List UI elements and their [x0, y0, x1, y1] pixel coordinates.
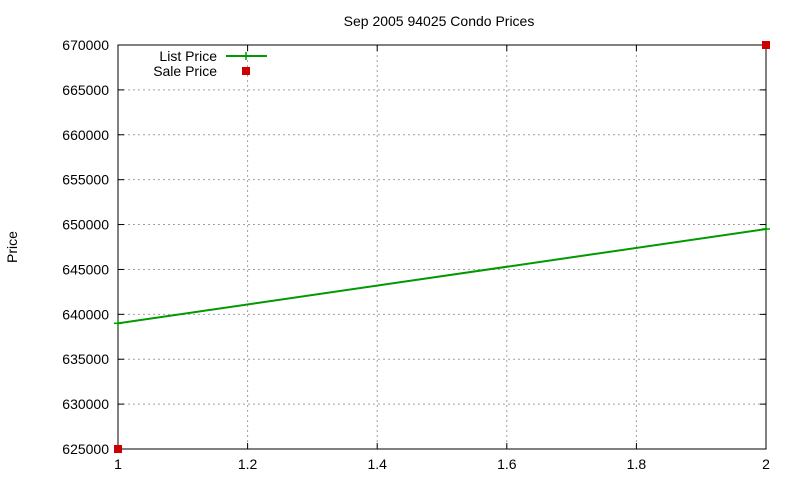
x-tick-label: 1.8 [627, 456, 647, 472]
x-tick-label: 1 [114, 456, 122, 472]
legend-plus-marker [242, 52, 250, 60]
x-tick-label: 1.4 [367, 456, 387, 472]
y-tick-label: 630000 [62, 396, 109, 412]
sale-price-point [114, 445, 122, 453]
list-price-point [762, 225, 770, 234]
y-tick-label: 665000 [62, 82, 109, 98]
series [114, 41, 770, 453]
legend-label: Sale Price [153, 63, 217, 79]
y-tick-label: 635000 [62, 351, 109, 367]
y-tick-label: 670000 [62, 37, 109, 53]
x-tick-label: 1.6 [497, 456, 517, 472]
y-tick-label: 660000 [62, 127, 109, 143]
y-tick-label: 645000 [62, 261, 109, 277]
grid [118, 45, 766, 449]
y-tick-label: 655000 [62, 172, 109, 188]
y-tick-label: 640000 [62, 306, 109, 322]
sale-price-point [762, 41, 770, 49]
series-line-list-price [117, 228, 767, 325]
list-price-point [114, 319, 122, 328]
y-tick-label: 650000 [62, 217, 109, 233]
legend-square-marker [242, 67, 250, 75]
x-tick-label: 2 [762, 456, 770, 472]
axis-ticks: 1 1.2 1.4 1.6 1.8 2 625000 630000 635000 640000 64… [62, 37, 770, 472]
chart-title: Sep 2005 94025 Condo Prices [344, 13, 535, 29]
plot-frame [117, 44, 767, 450]
y-axis-label: Price [4, 231, 20, 263]
y-tick-label: 625000 [62, 441, 109, 457]
legend-label: List Price [159, 48, 217, 64]
x-tick-label: 1.2 [238, 456, 258, 472]
